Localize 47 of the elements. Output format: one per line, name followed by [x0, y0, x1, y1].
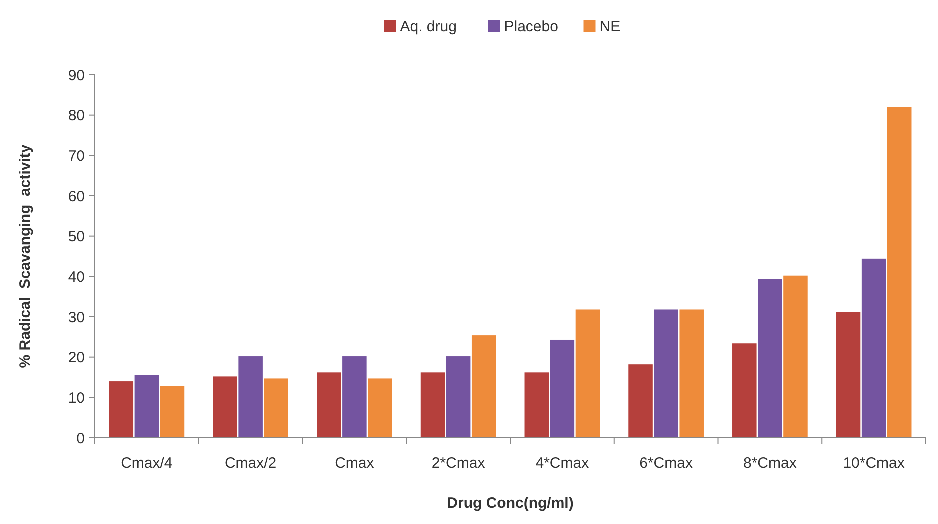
bar — [680, 310, 704, 438]
y-tick-label: 0 — [76, 430, 85, 448]
bar — [446, 356, 471, 438]
bar — [342, 356, 367, 438]
y-tick-label: 80 — [68, 108, 85, 125]
x-tick-label: 6*Cmax — [640, 455, 694, 472]
y-tick-label: 60 — [68, 188, 85, 206]
y-axis-title: % Radical Scavanging activity — [17, 144, 34, 368]
x-tick-label: 10*Cmax — [843, 455, 906, 472]
bar — [213, 376, 238, 438]
y-tick-label: 90 — [68, 67, 85, 84]
bar — [836, 312, 861, 438]
bar — [134, 375, 160, 438]
y-tick-label: 20 — [68, 350, 85, 367]
bar — [472, 336, 496, 438]
bar — [654, 310, 678, 438]
x-tick-label: Cmax/4 — [121, 455, 173, 472]
bar — [862, 258, 886, 438]
bar — [238, 356, 263, 438]
x-tick-label: 8*Cmax — [744, 455, 798, 472]
bar — [109, 382, 134, 438]
x-tick-label: Cmax — [335, 455, 375, 472]
bar — [317, 372, 342, 438]
bar — [524, 372, 550, 438]
bar — [576, 310, 600, 438]
y-tick-label: 70 — [68, 148, 85, 165]
x-tick-label: 2*Cmax — [432, 455, 486, 472]
y-tick-label: 30 — [68, 309, 85, 326]
x-axis-title: Drug Conc(ng/ml) — [447, 495, 574, 512]
bar — [160, 386, 185, 438]
bar — [758, 279, 782, 438]
y-tick-label: 50 — [68, 228, 85, 246]
legend-label: Aq. drug — [400, 18, 457, 36]
x-tick-label: Cmax/2 — [224, 455, 277, 472]
bar — [732, 344, 757, 438]
legend-label: Placebo — [504, 18, 558, 36]
y-tick-label: 10 — [68, 390, 85, 407]
legend-label: NE — [600, 18, 621, 36]
x-tick-label: 4*Cmax — [536, 455, 590, 472]
bar — [550, 340, 575, 438]
y-tick-label: 40 — [68, 268, 85, 286]
bar — [628, 364, 653, 438]
bar — [784, 276, 808, 438]
bar — [368, 378, 392, 438]
bar — [264, 378, 288, 438]
bar — [420, 372, 446, 438]
bar — [887, 107, 912, 438]
